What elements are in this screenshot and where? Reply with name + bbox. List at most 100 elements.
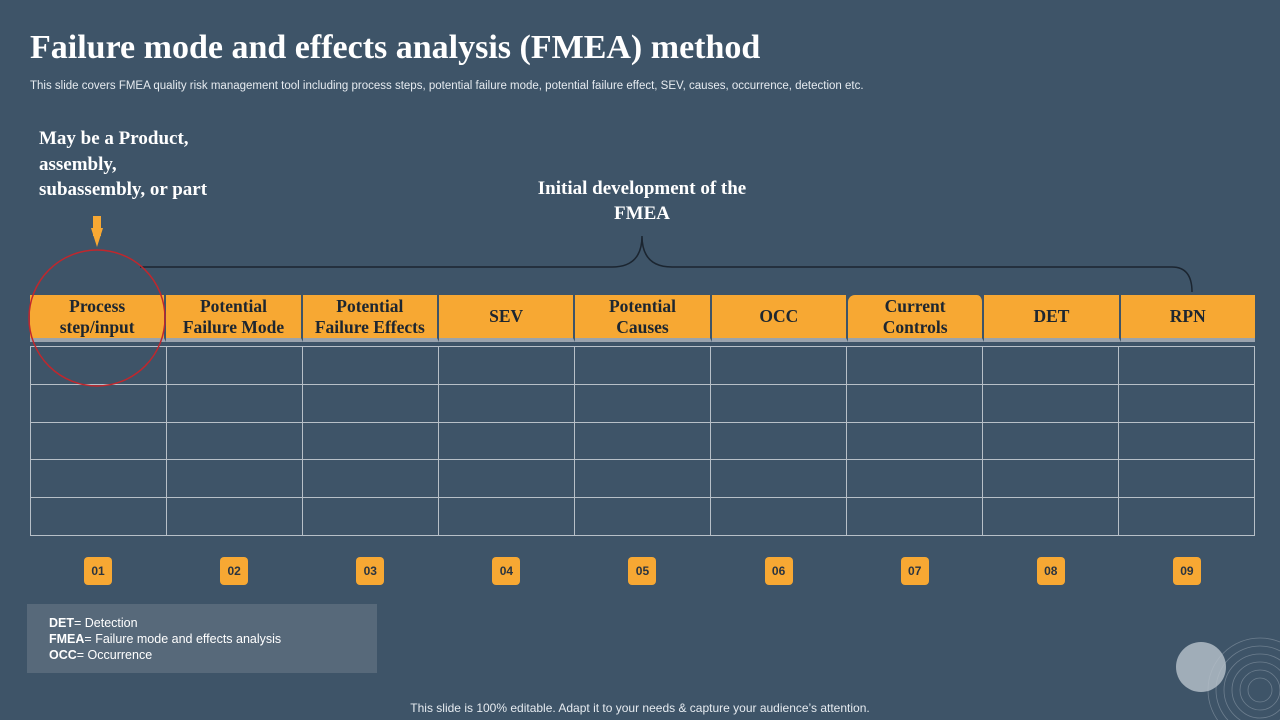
number-slot: 03 — [302, 557, 438, 585]
legend-item: DET= Detection — [49, 615, 377, 631]
table-cell — [1118, 346, 1255, 385]
header-occ: OCC — [711, 295, 848, 342]
table-cell — [166, 497, 303, 536]
legend-item: FMEA= Failure mode and effects analysis — [49, 631, 377, 647]
table-cell — [30, 383, 167, 423]
legend-meaning: = Occurrence — [76, 648, 153, 662]
table-cell — [574, 421, 711, 461]
table-row — [30, 421, 1255, 461]
table-cell — [574, 383, 711, 423]
header-text: DET — [1033, 306, 1070, 326]
legend-meaning: = Failure mode and effects analysis — [84, 632, 282, 646]
highlight-circle-ring — [28, 249, 166, 387]
table-row — [30, 346, 1255, 385]
number-badge: 01 — [84, 557, 113, 585]
table-cell — [1118, 459, 1255, 499]
number-badge: 03 — [356, 557, 385, 585]
number-badge: 04 — [492, 557, 521, 585]
table-cell — [438, 346, 575, 385]
header-det: DET — [984, 295, 1121, 342]
curly-brace-connector — [91, 216, 1193, 293]
header-rpn: RPN — [1120, 295, 1255, 342]
table-cell — [302, 497, 439, 536]
table-cell — [30, 421, 167, 461]
table-cell — [982, 497, 1119, 536]
header-sev: SEV — [438, 295, 576, 342]
abbreviation-legend: DET= Detection FMEA= Failure mode and ef… — [27, 604, 377, 673]
callout-product-line: subassembly, or part — [39, 179, 208, 200]
table-row — [30, 497, 1255, 536]
legend-abbr: FMEA — [49, 632, 85, 646]
table-cell — [302, 346, 439, 385]
callout-initial-development: Initial development of the FMEA — [492, 176, 792, 226]
down-pointer-icon — [91, 216, 103, 247]
concentric-circles-decoration — [1176, 637, 1280, 720]
legend-abbr: OCC — [49, 648, 77, 662]
header-text: Process — [69, 295, 126, 316]
header-text: Potential — [608, 295, 677, 316]
table-cell — [982, 346, 1119, 385]
table-cell — [574, 459, 711, 499]
table-cell — [302, 421, 439, 461]
table-cell — [166, 346, 303, 385]
table-cell — [166, 459, 303, 499]
table-cell — [438, 497, 575, 536]
table-row — [30, 383, 1255, 423]
callout-initial-line: FMEA — [614, 203, 670, 224]
table-cell — [710, 346, 847, 385]
table-cell — [1118, 497, 1255, 536]
header-process-step: Process step/input — [30, 295, 167, 342]
header-potential-failure-mode: Potential Failure Mode — [166, 295, 303, 342]
legend-item: OCC= Occurrence — [49, 647, 377, 663]
header-potential-causes: Potential Causes — [575, 295, 712, 342]
header-text: SEV — [489, 306, 524, 326]
number-badge: 05 — [628, 557, 657, 585]
header-text: step/input — [59, 316, 135, 337]
fmea-table-body — [30, 346, 1255, 536]
number-badge: 09 — [1172, 557, 1201, 585]
table-cell — [710, 421, 847, 461]
number-badge: 02 — [220, 557, 249, 585]
table-cell — [710, 497, 847, 536]
callout-product: May be a Product, assembly, subassembly,… — [39, 126, 279, 203]
number-slot: 01 — [30, 557, 166, 585]
header-text: Current — [884, 295, 946, 316]
table-cell — [982, 383, 1119, 423]
number-slot: 07 — [847, 557, 983, 585]
table-cell — [1118, 421, 1255, 461]
table-cell — [30, 459, 167, 499]
number-slot: 06 — [711, 557, 847, 585]
header-text: Failure Mode — [182, 316, 285, 337]
header-text: Potential — [336, 295, 404, 316]
header-text: Controls — [882, 316, 948, 337]
table-cell — [574, 497, 711, 536]
header-potential-failure-effects: Potential Failure Effects — [302, 295, 439, 342]
table-cell — [30, 497, 167, 536]
number-slot: 09 — [1119, 557, 1255, 585]
table-row — [30, 459, 1255, 499]
number-slot: 05 — [574, 557, 710, 585]
table-cell — [710, 459, 847, 499]
table-cell — [982, 459, 1119, 499]
callout-product-line: assembly, — [39, 153, 117, 175]
brace-path — [140, 235, 1193, 293]
table-cell — [438, 383, 575, 423]
fmea-header-row: Process step/input Potential Failure Mode … — [30, 295, 1255, 342]
header-text: OCC — [759, 306, 799, 326]
number-badge: 08 — [1036, 557, 1065, 585]
number-slot: 04 — [438, 557, 574, 585]
callout-initial-line: Initial development of the — [537, 178, 747, 199]
table-cell — [166, 383, 303, 423]
number-badge: 06 — [764, 557, 793, 585]
header-text: Potential — [199, 295, 268, 316]
legend-abbr: DET — [49, 616, 74, 630]
number-badge: 07 — [900, 557, 929, 585]
header-text: Causes — [616, 316, 669, 337]
slide-footer: This slide is 100% editable. Adapt it to… — [410, 701, 870, 715]
column-numbers: 01 02 03 04 05 06 07 08 09 — [30, 557, 1255, 585]
header-text: Failure Effects — [314, 316, 425, 337]
slide-subtitle: This slide covers FMEA quality risk mana… — [30, 80, 864, 92]
number-slot: 08 — [983, 557, 1119, 585]
legend-meaning: = Detection — [74, 616, 138, 630]
